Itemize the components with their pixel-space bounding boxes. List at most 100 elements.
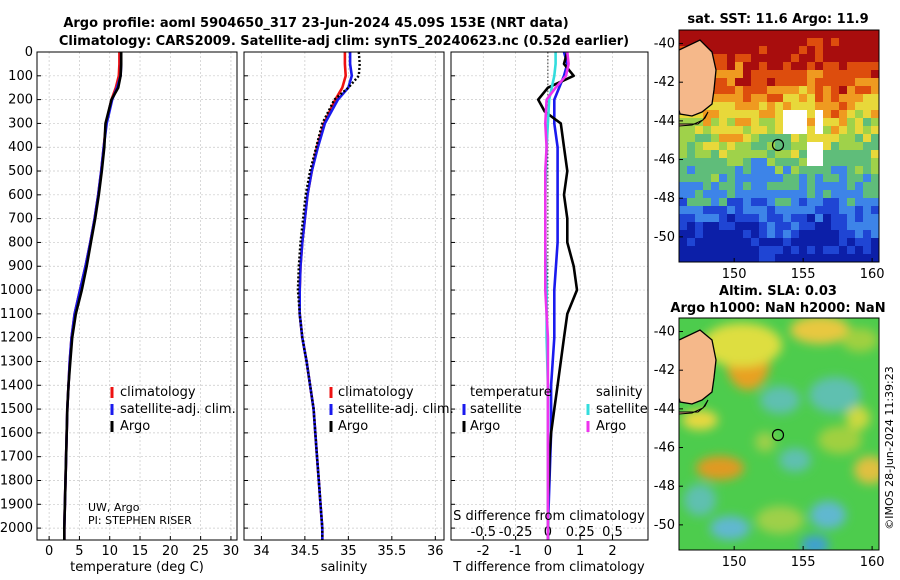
legend-label-sal-argo: Argo (596, 419, 626, 434)
sst-cell (823, 102, 832, 111)
sst-cell (703, 30, 712, 39)
sst-cell (799, 142, 808, 151)
sst-cell (751, 102, 760, 111)
sst-cell (735, 238, 744, 247)
sst-cell (703, 158, 712, 167)
y-tick-label: 500 (8, 164, 33, 179)
sst-cell (695, 214, 704, 223)
sst-cell (799, 70, 808, 79)
sst-cell (799, 102, 808, 111)
sst-cell (703, 190, 712, 199)
sst-cell (719, 102, 728, 111)
sla-map-field (679, 318, 879, 550)
sst-cell (871, 214, 879, 223)
sst-cell (791, 190, 800, 199)
sst-cell (759, 54, 768, 63)
sst-cell (871, 158, 879, 167)
salinity-ticks: 34 34.5 35 35.5 36 (244, 51, 444, 559)
sst-cell (735, 190, 744, 199)
sst-cell (727, 54, 736, 63)
sst-cell (735, 94, 744, 103)
sst-cell (695, 174, 704, 183)
sst-cell (679, 134, 688, 143)
sst-cell (799, 158, 808, 167)
sst-cell (759, 46, 768, 55)
sst-cell (863, 246, 872, 255)
sst-cell (831, 206, 840, 215)
sst-cell (759, 190, 768, 199)
sst-cell (791, 182, 800, 191)
sst-cell (823, 38, 832, 47)
map-y-tick-label: -48 (654, 479, 675, 494)
sst-cell (791, 94, 800, 103)
sst-cell (767, 190, 776, 199)
sst-cell (807, 166, 816, 175)
sst-cell (719, 198, 728, 207)
sst-cell (679, 206, 688, 215)
sst-cell (799, 166, 808, 175)
sst-cell (799, 62, 808, 71)
sst-cell (863, 78, 872, 87)
sst-cell (775, 38, 784, 47)
sst-cell (743, 150, 752, 159)
sst-cell (711, 110, 720, 119)
sst-cell (695, 206, 704, 215)
sst-cell (775, 110, 784, 119)
sst-cell (831, 230, 840, 239)
sst-cell (711, 214, 720, 223)
sst-cell (735, 198, 744, 207)
sst-cell (815, 166, 824, 175)
sst-cell (831, 30, 840, 39)
sst-cell (847, 118, 856, 127)
sst-cell (863, 102, 872, 111)
sst-cell (719, 214, 728, 223)
sst-cell (751, 254, 760, 262)
sst-cell (735, 54, 744, 63)
sst-cell (727, 118, 736, 127)
y-tick-label: 1800 (0, 473, 33, 488)
sst-cell (823, 46, 832, 55)
sst-cell (863, 94, 872, 103)
sst-cell (855, 190, 864, 199)
sst-cell (727, 86, 736, 95)
sst-cell (759, 182, 768, 191)
sst-cell (775, 166, 784, 175)
sst-cell (695, 254, 704, 262)
sst-cell (823, 214, 832, 223)
x-tick-label: 35.5 (377, 544, 406, 559)
sst-cell (687, 182, 696, 191)
sst-cell (751, 214, 760, 223)
sst-cell (783, 190, 792, 199)
sst-cell (703, 182, 712, 191)
sst-cell (847, 190, 856, 199)
sst-cell (815, 54, 824, 63)
map-x-tick-label: 150 (722, 555, 747, 570)
sst-cell (735, 70, 744, 79)
map-y-tick-label: -50 (654, 518, 675, 533)
sst-cell (791, 150, 800, 159)
sst-cell (727, 150, 736, 159)
sst-cell (823, 206, 832, 215)
sst-cell (703, 222, 712, 231)
sst-cell (871, 94, 879, 103)
sst-cell (799, 86, 808, 95)
sst-cell (847, 214, 856, 223)
sst-cell (735, 110, 744, 119)
sst-cell (831, 182, 840, 191)
sst-cell (855, 78, 864, 87)
sst-cell (679, 190, 688, 199)
sst-cell (863, 86, 872, 95)
sst-cell (871, 190, 879, 199)
sst-cell (863, 54, 872, 63)
sst-cell (791, 30, 800, 39)
sst-cell (711, 126, 720, 135)
sst-cell (815, 254, 824, 262)
sst-cell (743, 110, 752, 119)
sst-cell (815, 94, 824, 103)
x-tick-label: 25 (192, 544, 209, 559)
sst-cell (743, 30, 752, 39)
sst-cell (815, 174, 824, 183)
legend-title-salinity: salinity (596, 385, 643, 400)
sst-cell (695, 182, 704, 191)
sst-cell (751, 30, 760, 39)
